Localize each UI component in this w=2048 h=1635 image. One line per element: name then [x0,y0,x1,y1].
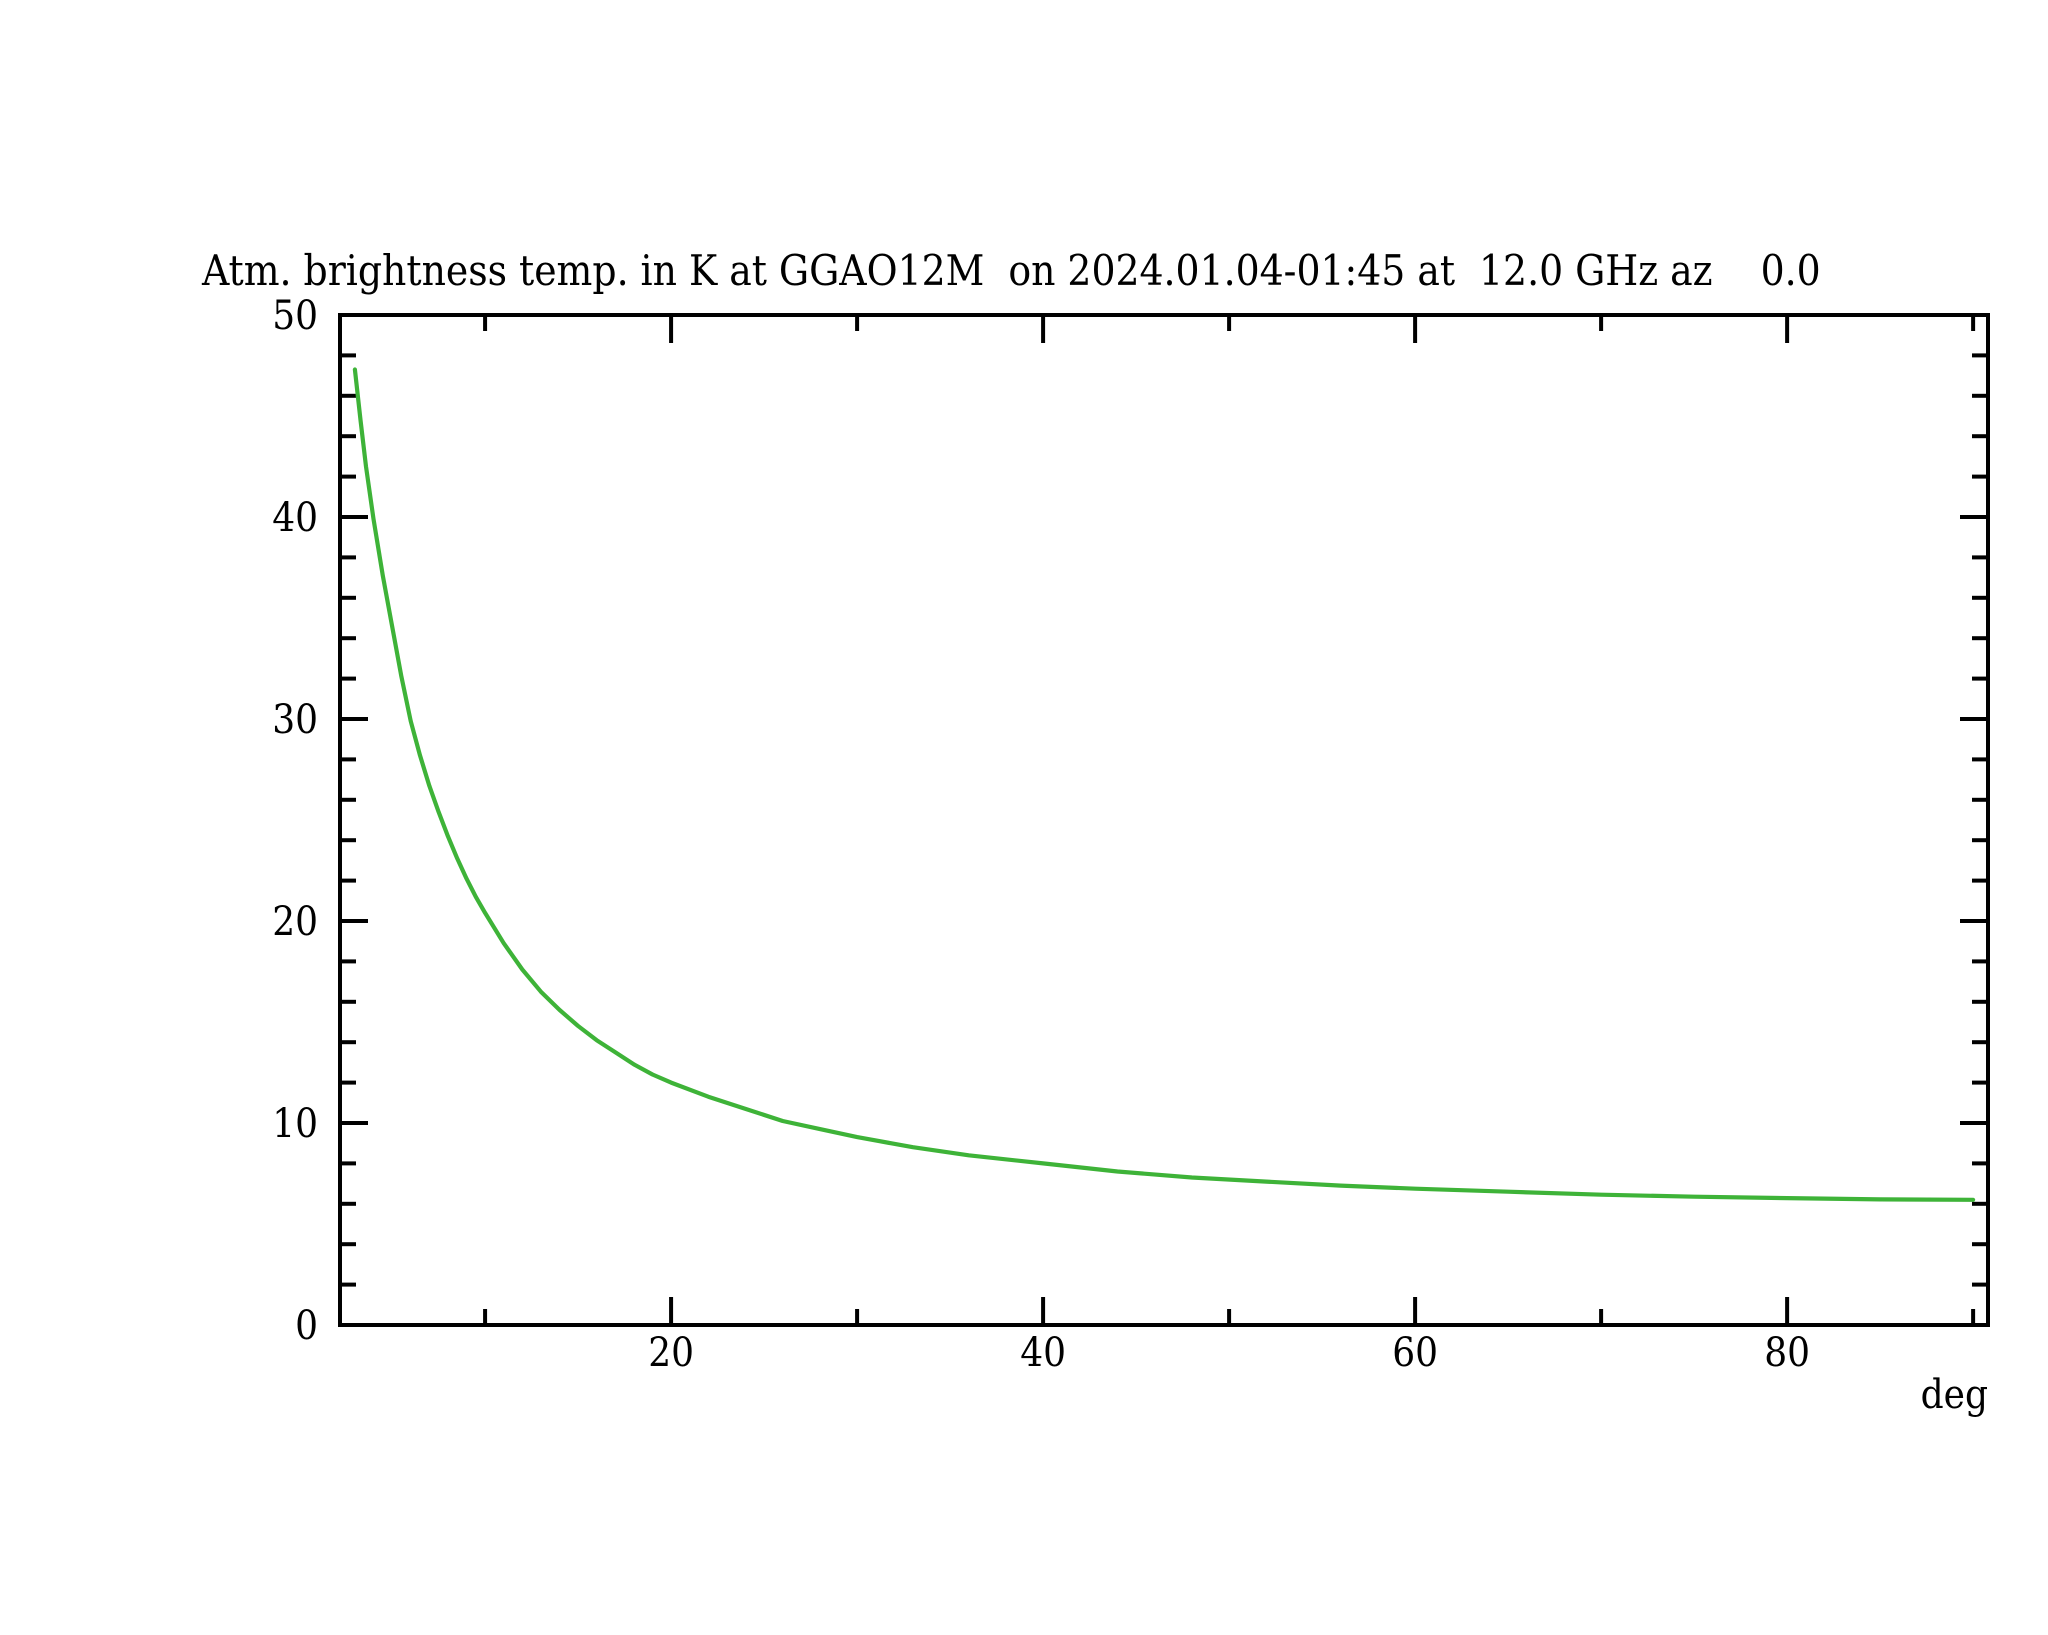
y-tick-label: 20 [272,899,318,945]
y-tick-label: 40 [272,495,318,541]
y-tick-label: 10 [272,1101,318,1147]
series-line-atmospheric-brightness-temperature [352,367,1976,1202]
y-tick-label: 30 [272,697,318,743]
y-tick-label: 50 [272,293,318,339]
chart-title: Atm. brightness temp. in K at GGAO12M on… [202,246,1821,295]
x-tick-label: 60 [1392,1330,1438,1376]
x-axis-label: deg [1921,1372,1988,1418]
y-tick-label: 0 [295,1303,318,1349]
x-tick-label: 80 [1764,1330,1810,1376]
plot-border [338,313,1990,1327]
x-tick-label: 20 [648,1330,694,1376]
x-tick-label: 40 [1020,1330,1066,1376]
